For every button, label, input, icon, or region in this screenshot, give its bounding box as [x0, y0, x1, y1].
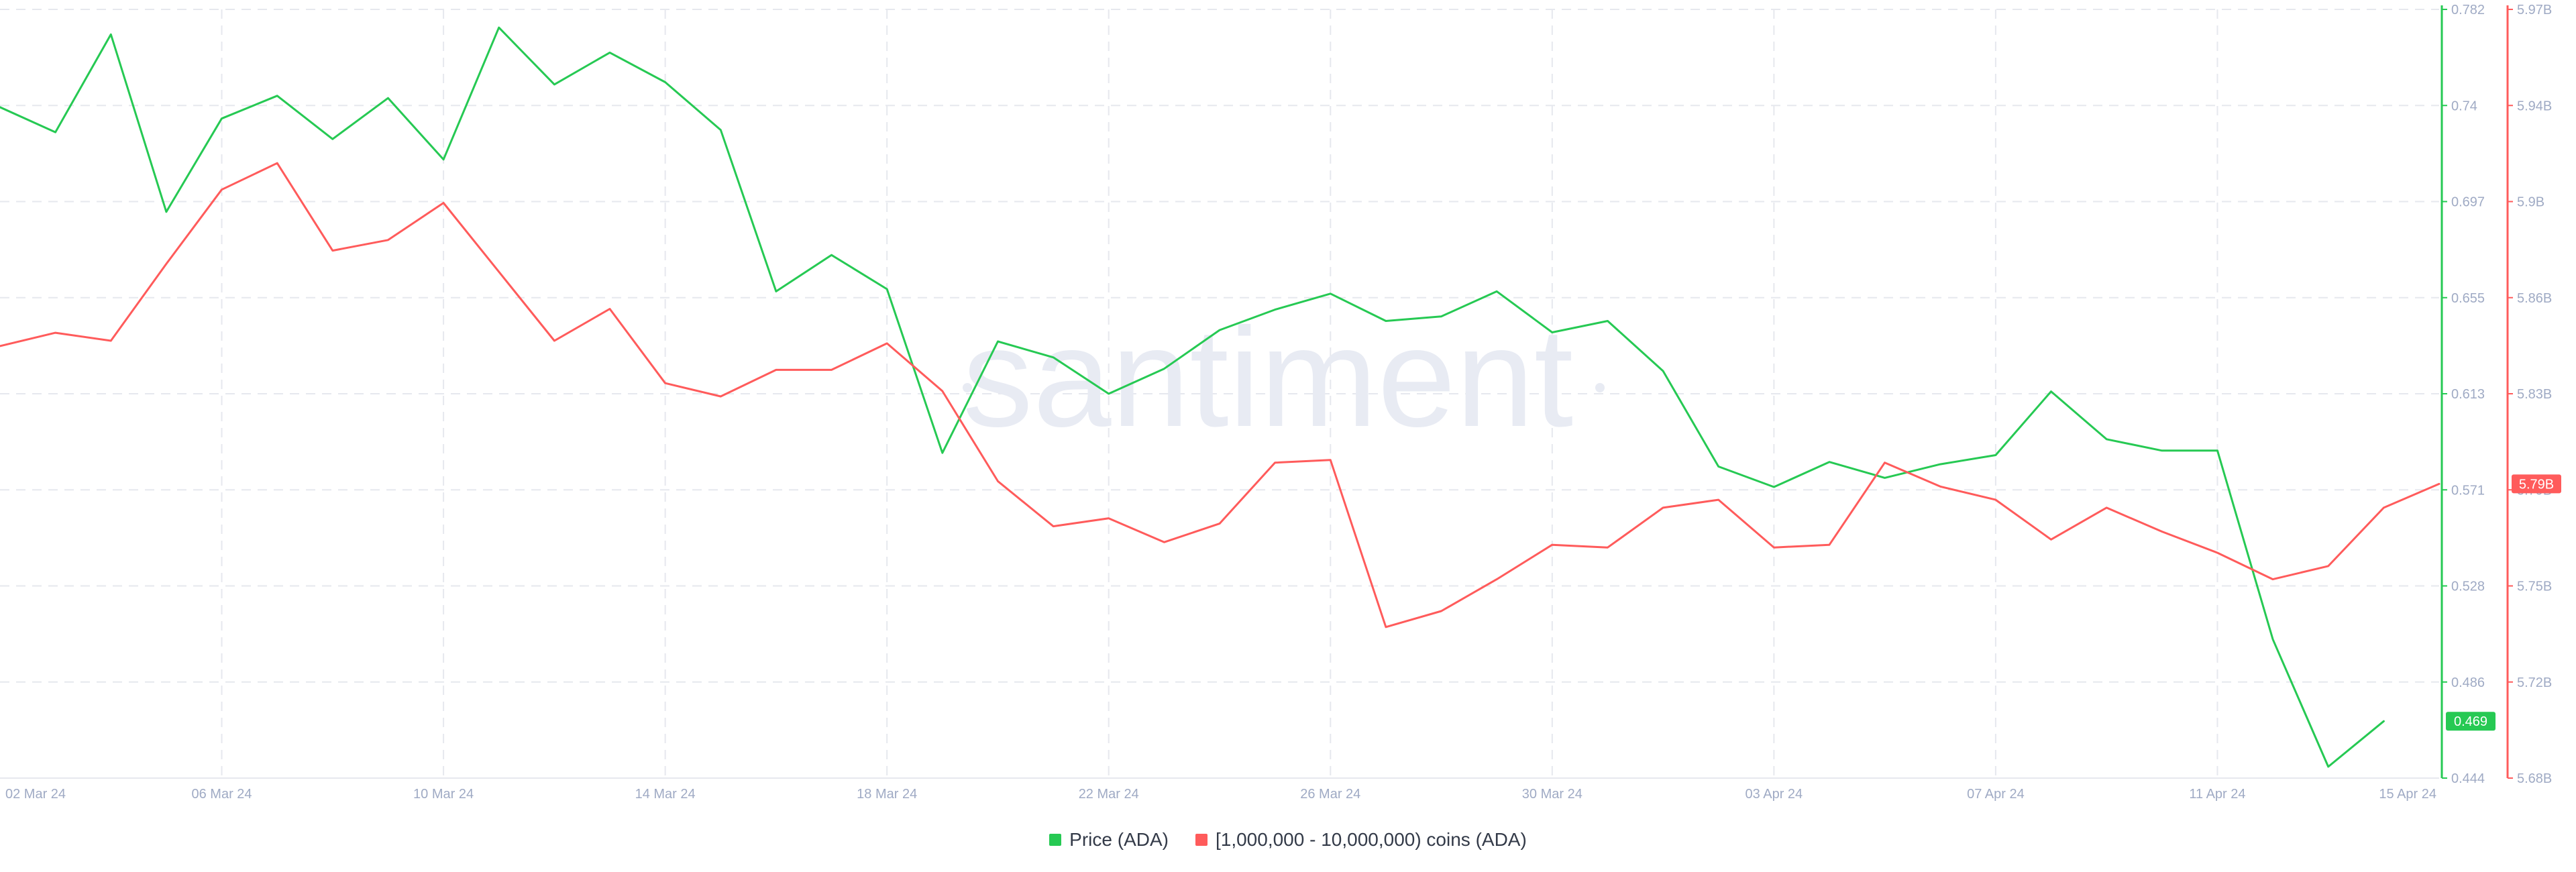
- price-line: [0, 26, 2385, 768]
- x-tick-label: 14 Mar 24: [635, 787, 696, 802]
- series: [0, 26, 2440, 768]
- x-tick-label: 03 Apr 24: [1746, 787, 1803, 802]
- x-axis: 02 Mar 24 06 Mar 24 10 Mar 24 14 Mar 24 18 M…: [0, 777, 2439, 802]
- y-tick-label-price: 0.74: [2451, 99, 2477, 113]
- legend-swatch-holders: [1195, 834, 1208, 846]
- y-tick-label-holders: 5.94B: [2517, 99, 2552, 113]
- y-tick-label-price: 0.697: [2451, 195, 2485, 210]
- y-tick-label-holders: 5.86B: [2517, 291, 2552, 306]
- x-tick-label: 11 Apr 24: [2189, 787, 2245, 802]
- legend-label-holders: [1,000,000 - 10,000,000) coins (ADA): [1215, 829, 1527, 850]
- y-tick-label-holders: 5.83B: [2517, 387, 2552, 402]
- y-tick-label-price: 0.444: [2451, 771, 2485, 786]
- y-axis-holders: 5.97B 5.94B 5.9B 5.86B 5.83B 5.79B 5.75B 5.72B 5…: [2506, 3, 2561, 786]
- watermark-dot-left: [963, 383, 972, 392]
- y-axis-price: 0.782 0.74 0.697 0.655 0.613 0.571 0.528 0.486 0…: [2440, 3, 2496, 786]
- y-tick-label-price: 0.613: [2451, 387, 2485, 402]
- y-tick-label-price: 0.655: [2451, 291, 2485, 306]
- current-value-label-holders: 5.79B: [2519, 477, 2554, 492]
- y-tick-label-price: 0.486: [2451, 675, 2485, 690]
- x-tick-label: 18 Mar 24: [857, 787, 917, 802]
- x-tick-label: 26 Mar 24: [1300, 787, 1360, 802]
- y-tick-label-holders: 5.75B: [2517, 580, 2552, 594]
- y-tick-label-holders: 5.9B: [2517, 195, 2544, 210]
- current-value-label-price: 0.469: [2454, 714, 2487, 729]
- legend-item-holders[interactable]: [1,000,000 - 10,000,000) coins (ADA): [1195, 829, 1527, 851]
- legend-swatch-price: [1049, 834, 1062, 846]
- watermark-dot-right: [1595, 383, 1605, 392]
- y-tick-label-price: 0.571: [2451, 483, 2485, 498]
- y-tick-label-holders: 5.68B: [2517, 771, 2552, 786]
- x-tick-label: 30 Mar 24: [1522, 787, 1582, 802]
- x-tick-label: 07 Apr 24: [1967, 787, 2025, 802]
- legend-item-price[interactable]: Price (ADA): [1049, 829, 1169, 851]
- y-tick-label-holders: 5.72B: [2517, 675, 2552, 690]
- legend: Price (ADA) [1,000,000 - 10,000,000) coi…: [0, 824, 2576, 856]
- x-tick-label: 02 Mar 24: [5, 787, 66, 802]
- y-tick-label-price: 0.528: [2451, 580, 2485, 594]
- watermark: santiment: [963, 298, 1573, 456]
- current-value-badge-price: [2446, 712, 2496, 731]
- x-tick-label: 22 Mar 24: [1079, 787, 1139, 802]
- x-tick-label: 15 Apr 24: [2379, 787, 2436, 802]
- y-tick-label-holders: 5.97B: [2517, 3, 2552, 17]
- holders-line: [0, 162, 2440, 629]
- y-tick-label-price: 0.782: [2451, 3, 2485, 17]
- legend-label-price: Price (ADA): [1069, 829, 1169, 850]
- x-tick-label: 10 Mar 24: [413, 787, 474, 802]
- current-value-badge-holders: [2512, 474, 2561, 494]
- x-tick-label: 06 Mar 24: [192, 787, 252, 802]
